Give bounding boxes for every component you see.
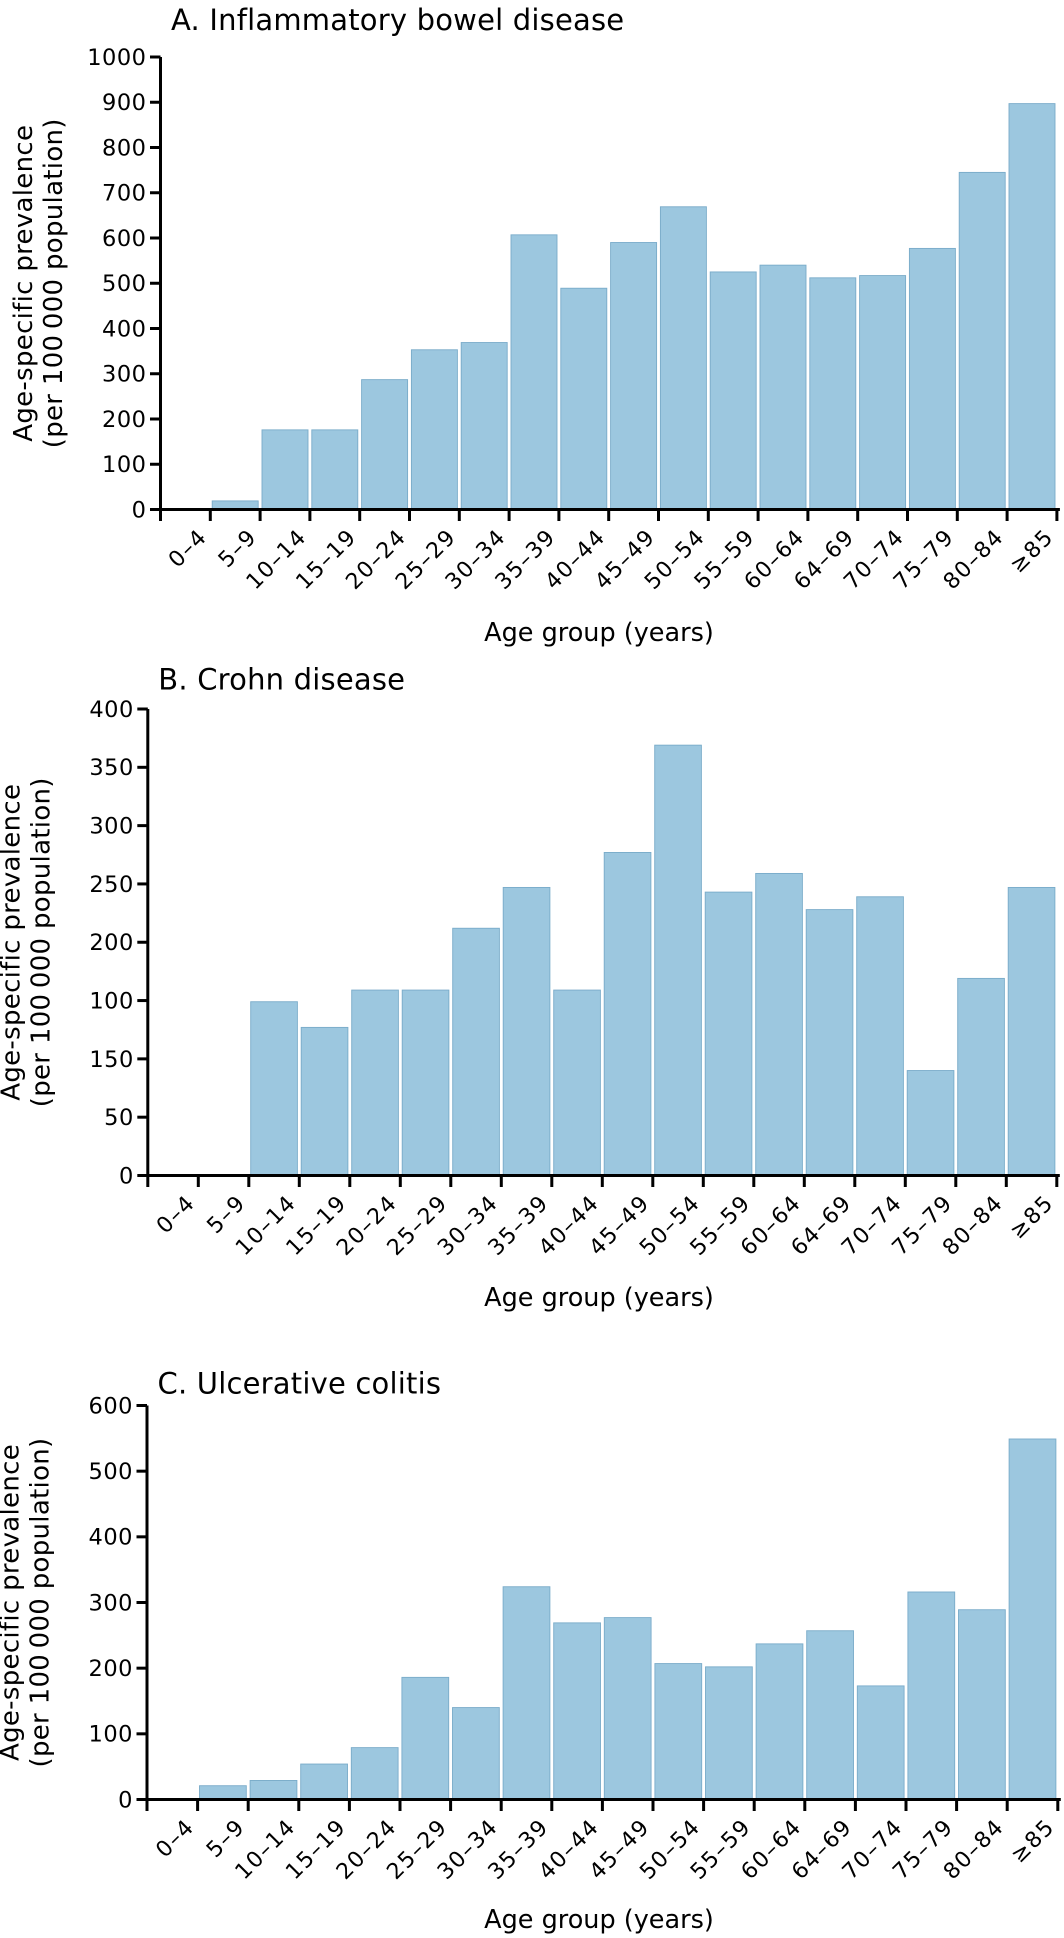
panel-b-bar-13	[805, 909, 854, 1176]
panel-a-y-axis-label-line2: (per 100 000 population)	[39, 118, 69, 448]
panel-a-x-category-label: ≥85	[1005, 525, 1059, 579]
panel-b-bar-9	[603, 852, 652, 1176]
panel-b-bar-6	[452, 927, 500, 1176]
panel-a-bar-4	[361, 379, 409, 510]
panel-b-bar-16	[957, 977, 1005, 1176]
panel-c-y-tick-label: 300	[89, 1590, 133, 1616]
panel-c-bar-4	[350, 1747, 399, 1800]
panel-b-y-tick-label: 100	[89, 988, 133, 1014]
panel-b-title: B. Crohn disease	[158, 663, 405, 697]
panel-a-y-tick-label: 800	[102, 135, 146, 161]
panel-c-bar-8	[553, 1622, 601, 1800]
panel-a-y-tick-label: 900	[102, 90, 146, 116]
panel-c-bar-17	[1008, 1438, 1057, 1800]
panel-a-y-tick-label: 100	[102, 452, 146, 478]
panel-a-bar-14	[859, 275, 907, 510]
panel-a-bar-15	[908, 247, 956, 510]
panel-a-x-category-label: 0–4	[164, 525, 212, 573]
panel-a-bar-13	[809, 277, 857, 510]
panel-a-y-tick-label: 1000	[87, 45, 146, 71]
panel-a-bar-10	[659, 206, 707, 510]
panel-c-bar-14	[856, 1685, 905, 1800]
panel-a-bar-9	[610, 242, 658, 510]
panel-c-bar-5	[401, 1676, 450, 1800]
panel-c-bar-16	[958, 1609, 1006, 1800]
panel-c-y-tick-label: 200	[89, 1656, 133, 1682]
panel-c-y-tick-label: 400	[89, 1525, 133, 1551]
panel-a-bar-2	[261, 429, 309, 510]
panel-c-bar-11	[705, 1666, 753, 1800]
panel-c-x-axis-label: Age group (years)	[484, 1905, 714, 1935]
panel-b-x-category-label: 0–4	[152, 1191, 200, 1239]
panel-c-y-tick-label: 100	[89, 1722, 133, 1748]
panel-b-bar-3	[300, 1026, 349, 1176]
panel-b-bar-7	[502, 886, 551, 1176]
panel-b-y-tick-label: 400	[89, 697, 133, 723]
panel-b-y-axis-label-line2: (per 100 000 population)	[26, 777, 56, 1107]
panel-b-y-tick-label: 150	[89, 1047, 133, 1073]
panel-b-bar-14	[856, 896, 904, 1176]
panel-a-bar-12	[759, 264, 807, 510]
panel-b-y-tick-label: 50	[104, 1105, 134, 1131]
panel-c-y-tick-label: 500	[89, 1459, 133, 1485]
panel-a-bar-16	[958, 171, 1006, 510]
panel-c-bar-6	[452, 1707, 500, 1800]
panel-c-y-axis-label-line2: (per 100 000 population)	[26, 1437, 56, 1767]
panel-a-y-axis-label-line1: Age-specific prevalence	[9, 125, 39, 442]
panel-b-bar-10	[654, 744, 702, 1176]
panel-c-x-category-label: ≥85	[1006, 1815, 1060, 1869]
panel-b-y-tick-label: 300	[89, 814, 133, 840]
panel-b-y-tick-label: 350	[89, 755, 133, 781]
panel-b-x-category-label: ≥85	[1005, 1191, 1059, 1245]
panel-c-x-category-label: 0–4	[151, 1815, 199, 1863]
panel-c-bar-10	[654, 1663, 703, 1800]
panel-c-bar-1	[199, 1785, 247, 1800]
panel-c-bar-2	[249, 1780, 298, 1800]
panel-a-bar-7	[510, 234, 558, 510]
panel-a-y-tick-label: 300	[102, 362, 146, 388]
panel-a-bar-11	[709, 271, 757, 510]
panel-b-bar-5	[401, 989, 450, 1176]
panel-c-title: C. Ulcerative colitis	[158, 1367, 442, 1401]
panel-a-y-tick-label: 400	[102, 316, 146, 342]
panel-b-bar-8	[553, 989, 601, 1176]
panel-a-bar-3	[311, 429, 359, 510]
panel-a-bar-17	[1008, 103, 1056, 510]
panel-b-x-axis-label: Age group (years)	[484, 1283, 714, 1313]
panel-b-y-tick-label: 0	[119, 1163, 134, 1189]
panel-a-bar-6	[460, 342, 508, 510]
panel-a-y-tick-label: 600	[102, 226, 146, 252]
panel-c-bar-12	[755, 1643, 804, 1800]
panel-c-bar-7	[502, 1586, 551, 1800]
panel-b-y-tick-label: 200	[89, 930, 133, 956]
panel-a-y-tick-label: 700	[102, 181, 146, 207]
panel-b-bar-15	[906, 1070, 955, 1176]
panel-b-y-axis-label-line1: Age-specific prevalence	[0, 784, 26, 1101]
panel-b-bar-17	[1007, 886, 1056, 1176]
panel-a-bar-8	[560, 287, 608, 510]
panel-b-bar-4	[351, 989, 399, 1176]
panel-c-bar-13	[806, 1630, 854, 1800]
panel-c-y-tick-label: 0	[118, 1787, 133, 1813]
panel-a-x-axis-label: Age group (years)	[484, 618, 714, 648]
panel-b-bar-11	[704, 891, 753, 1176]
panel-c-bar-9	[603, 1617, 652, 1800]
panel-b-bar-2	[250, 1001, 298, 1176]
panel-a-y-tick-label: 200	[102, 407, 146, 433]
panel-c-bar-3	[300, 1763, 348, 1800]
panel-a-y-tick-label: 500	[102, 271, 146, 297]
panel-a-y-tick-label: 0	[132, 497, 147, 523]
panel-b-bar-12	[755, 872, 803, 1176]
panel-c-y-tick-label: 600	[89, 1393, 133, 1419]
panel-c-y-axis-label-line1: Age-specific prevalence	[0, 1444, 26, 1761]
panel-b-y-tick-label: 250	[89, 872, 133, 898]
panel-a-title: A. Inflammatory bowel disease	[171, 3, 624, 37]
panel-a-bar-5	[410, 349, 458, 510]
panel-c-bar-15	[907, 1591, 956, 1800]
